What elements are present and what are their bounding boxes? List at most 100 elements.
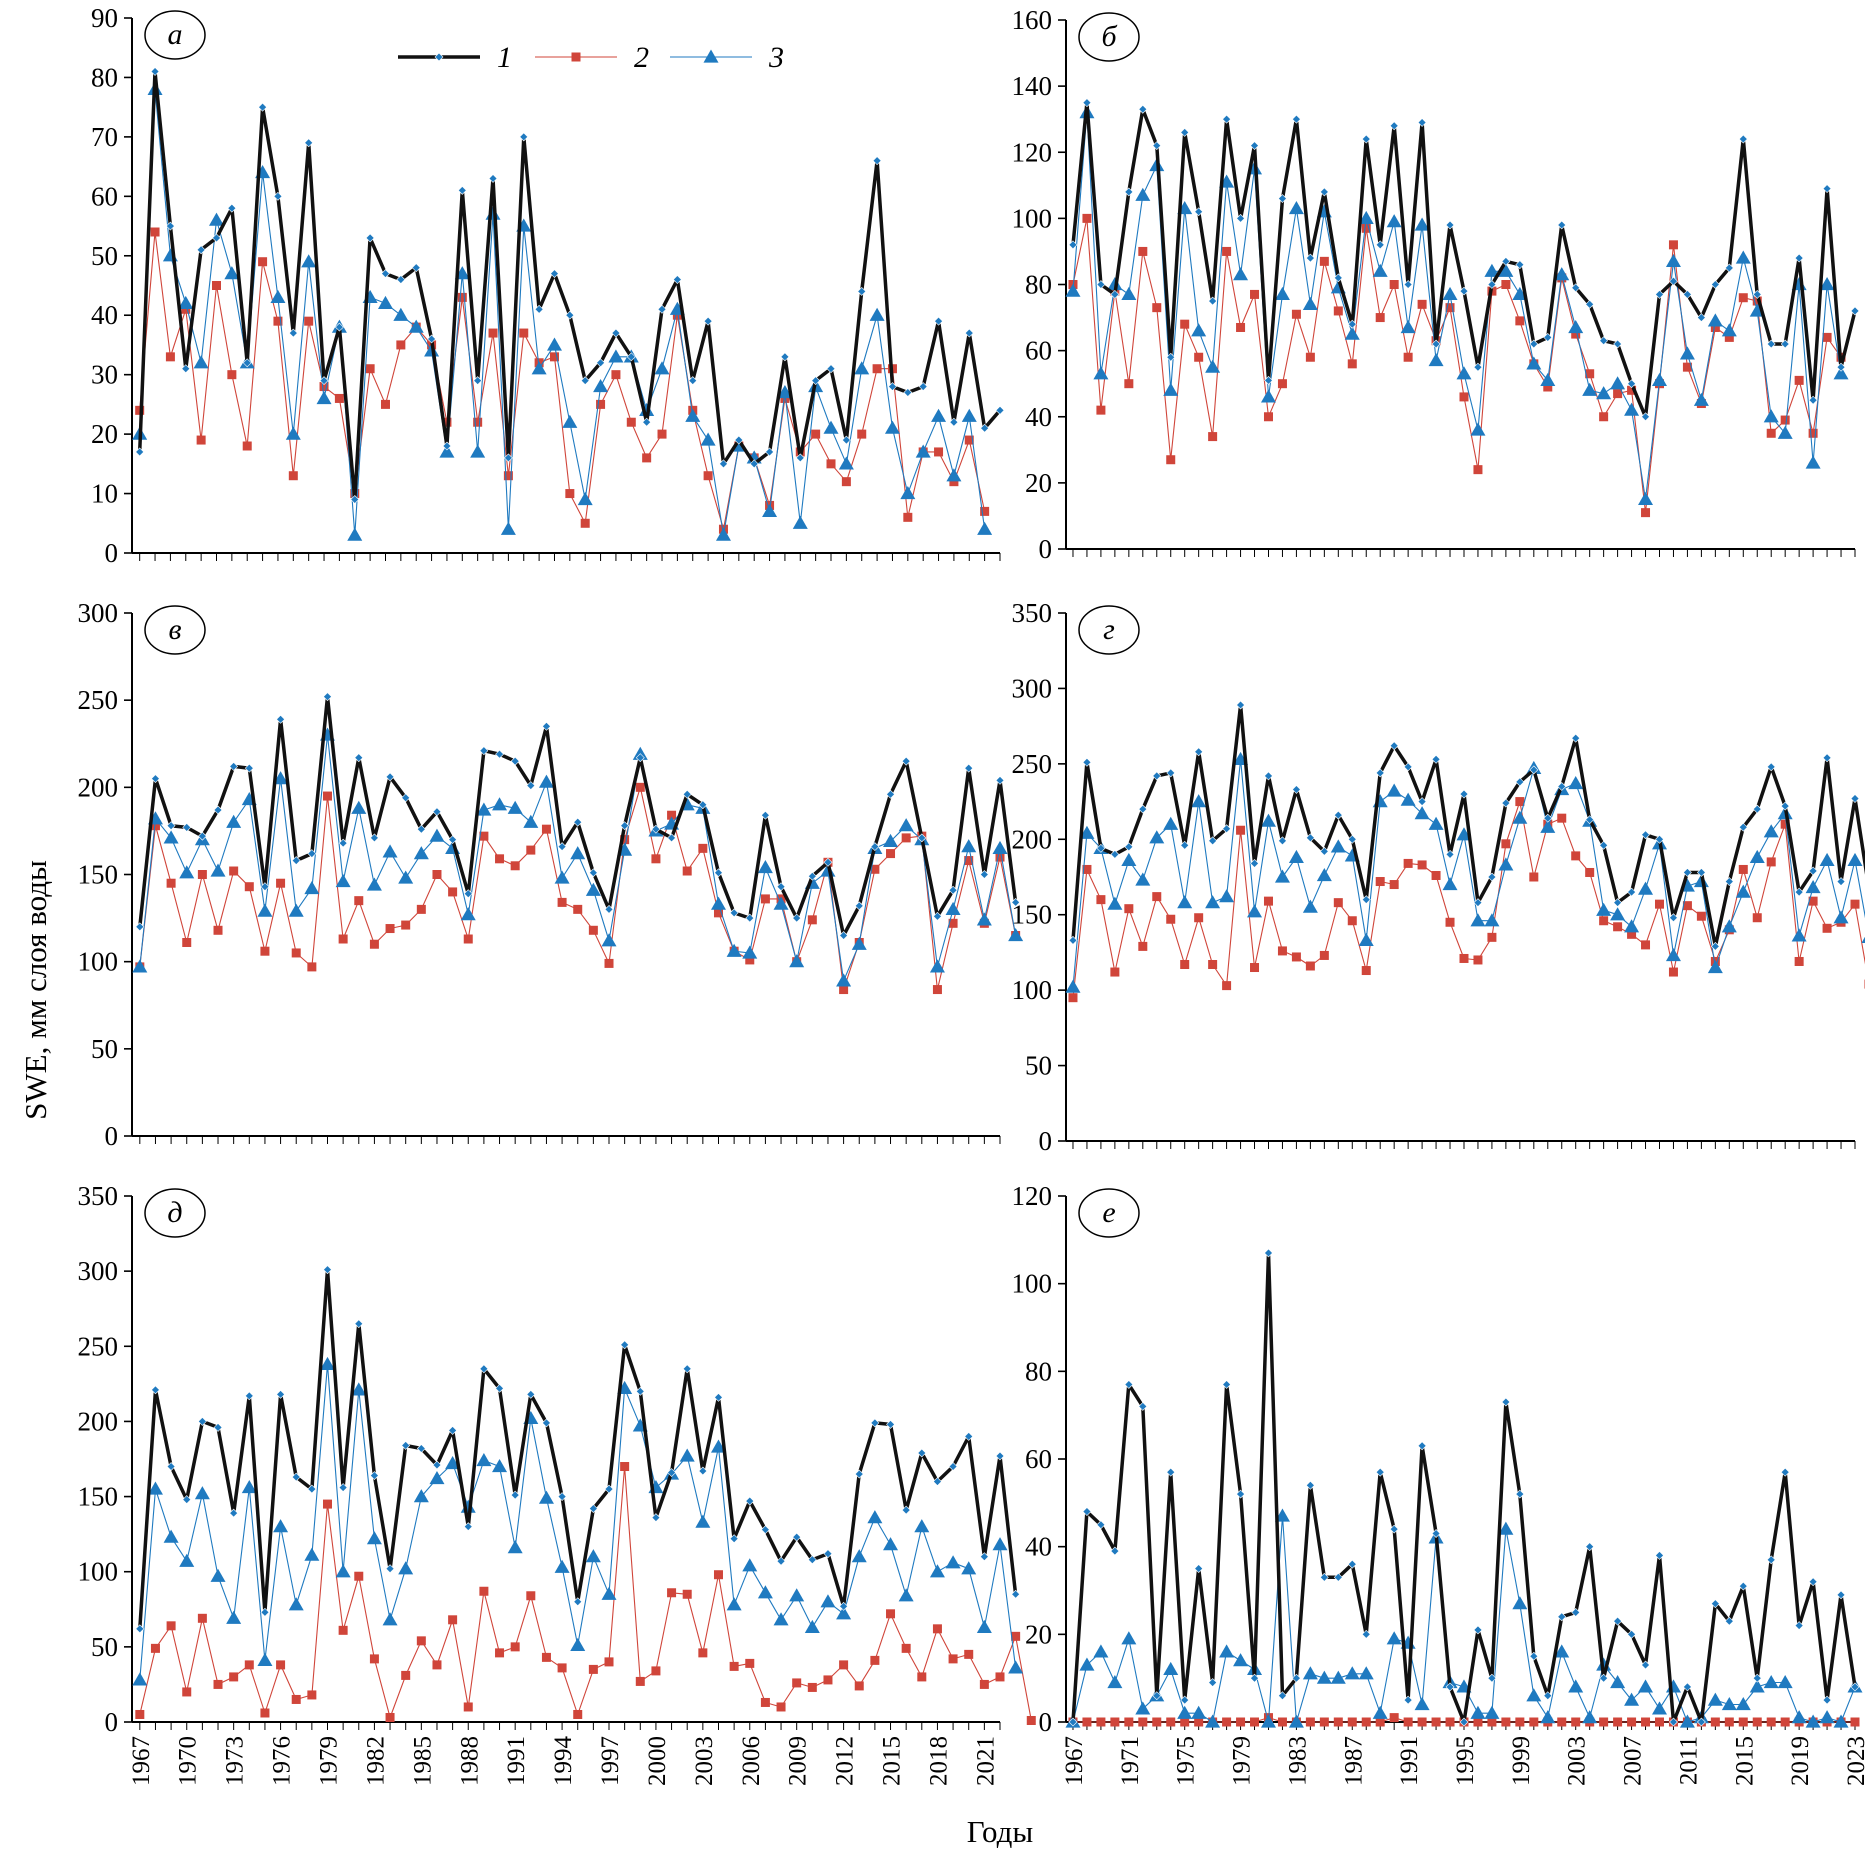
series-3-point: [726, 943, 742, 957]
series-3-point: [500, 521, 516, 535]
series-1-point: [1669, 276, 1678, 286]
series-2-point: [1236, 825, 1246, 835]
x-tick-label: 1987: [1340, 1736, 1367, 1786]
series-1-point: [1389, 1524, 1399, 1534]
series-2-point: [197, 1613, 207, 1623]
series-1-point: [948, 885, 958, 895]
series-2-point: [651, 1666, 661, 1676]
series-3-point: [915, 444, 931, 458]
series-2-point: [166, 878, 176, 888]
series-3-point: [804, 1619, 820, 1633]
series-3-point: [523, 814, 539, 828]
series-2-point: [1459, 953, 1469, 963]
series-1-point: [1752, 804, 1762, 814]
series-1-point: [1403, 1695, 1413, 1705]
series-3-point: [1805, 1714, 1821, 1728]
series-2-point: [1361, 223, 1371, 233]
series-1-point: [196, 245, 206, 255]
series-1-point: [1124, 1380, 1134, 1389]
series-1-point: [1291, 114, 1301, 124]
series-1-point: [1710, 1599, 1720, 1609]
series-2-point: [1487, 932, 1497, 942]
series-2-point: [1445, 303, 1455, 313]
series-1-point: [1627, 887, 1636, 897]
series-2-point: [196, 435, 206, 445]
series-1-point: [427, 334, 436, 344]
series-2-point: [1780, 1717, 1790, 1727]
series-3-point: [413, 1489, 429, 1503]
series-3-point: [898, 818, 914, 832]
y-tick-label: 100: [1012, 975, 1053, 1005]
series-3-point: [226, 1610, 242, 1624]
series-1-point: [604, 1484, 614, 1494]
legend-label: 2: [634, 41, 649, 74]
series-2-point: [1208, 432, 1218, 442]
series-2-point: [620, 835, 630, 845]
series-2-point: [1194, 1717, 1204, 1727]
series-2-point: [1208, 959, 1218, 969]
series-2-point: [334, 393, 344, 403]
series-3-point: [1512, 1596, 1528, 1610]
series-3-point: [773, 896, 789, 910]
series-2-point: [1138, 1717, 1148, 1727]
series-2-point: [948, 1654, 958, 1664]
series-3-point: [163, 1529, 179, 1543]
series-3-point: [1191, 1705, 1207, 1719]
series-3-point: [1414, 217, 1430, 231]
series-1-point: [334, 322, 344, 332]
series-2-point: [276, 1660, 286, 1670]
series-2-point: [1026, 1715, 1036, 1725]
series-1-point: [381, 269, 390, 279]
series-1-point: [1557, 1612, 1567, 1622]
series-2-point: [1236, 1717, 1246, 1727]
series-3-point: [1316, 867, 1332, 882]
series-1-point: [604, 904, 614, 914]
series-3-point: [1791, 928, 1807, 942]
x-tick-label: 2007: [1620, 1736, 1647, 1786]
series-1-point: [1264, 375, 1273, 385]
series-2-point: [244, 1660, 254, 1670]
series-3-point: [1763, 1675, 1779, 1689]
series-3-point: [757, 1585, 773, 1599]
series-1-point: [698, 1466, 708, 1476]
series-1-point: [626, 352, 636, 362]
series-1-point: [933, 1477, 942, 1486]
series-3-point: [1107, 896, 1123, 910]
legend-item-3: 3: [670, 41, 784, 74]
series-2-point: [457, 292, 467, 302]
series-1-point: [765, 447, 774, 457]
series-1-point: [596, 358, 605, 368]
series-1-point: [1724, 263, 1734, 273]
series-3-point: [585, 1549, 601, 1563]
series-3-point: [179, 865, 195, 879]
series-1-point: [291, 1472, 301, 1482]
y-tick-label: 0: [105, 1707, 119, 1737]
series-3-point: [178, 295, 194, 309]
series-1-point: [1250, 1673, 1259, 1683]
series-1-point: [1585, 299, 1595, 309]
series-3-point: [1763, 824, 1779, 838]
series-2-point: [385, 924, 395, 934]
series-1-point: [350, 495, 360, 504]
series-1-point: [1780, 339, 1790, 349]
series-2-point: [596, 399, 606, 409]
series-2-point: [1277, 379, 1287, 389]
series-1-point: [166, 1462, 176, 1471]
series-3-point: [1191, 794, 1207, 808]
series-2-point: [385, 1712, 395, 1722]
x-tick-label: 2003: [1564, 1736, 1591, 1786]
series-3-point: [377, 295, 393, 309]
series-1-point: [1333, 273, 1343, 283]
series-2-point: [557, 897, 567, 907]
series-2-point: [870, 864, 880, 874]
series-1-point: [1738, 822, 1748, 832]
panel-letter: г: [1103, 613, 1115, 646]
series-2-point: [1389, 280, 1399, 289]
series-1-point: [901, 1505, 911, 1515]
series-3-point: [1554, 1644, 1570, 1658]
series-2-point: [1599, 916, 1609, 926]
series-3-point: [1135, 872, 1151, 886]
series-3-point: [789, 954, 805, 968]
series-1-point: [1291, 785, 1301, 794]
series-1-point: [1417, 797, 1427, 806]
